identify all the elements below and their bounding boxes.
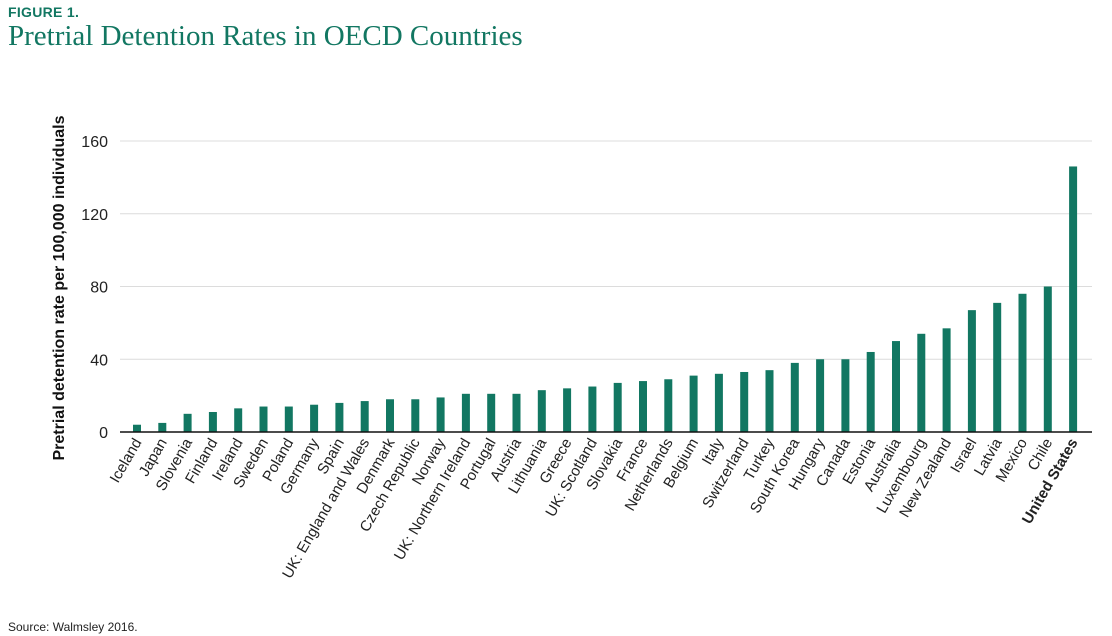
bar bbox=[841, 359, 850, 432]
y-tick-label: 0 bbox=[99, 425, 108, 442]
bar bbox=[942, 328, 951, 432]
bar bbox=[892, 341, 900, 432]
bar bbox=[765, 370, 774, 432]
bar bbox=[588, 386, 597, 432]
y-tick-label: 120 bbox=[81, 207, 108, 224]
bar bbox=[917, 333, 926, 432]
bar bbox=[689, 375, 698, 432]
bar bbox=[335, 402, 344, 432]
y-tick-label: 40 bbox=[90, 352, 108, 369]
y-axis-label: Pretrial detention rate per 100,000 indi… bbox=[51, 115, 68, 460]
bar bbox=[1069, 166, 1078, 432]
bar bbox=[183, 413, 192, 432]
bar bbox=[714, 373, 723, 432]
bar bbox=[664, 379, 673, 432]
bar bbox=[158, 422, 167, 432]
bar bbox=[816, 359, 825, 432]
bar bbox=[866, 351, 875, 432]
bar bbox=[208, 411, 217, 432]
bar bbox=[310, 404, 319, 432]
bar bbox=[613, 382, 622, 432]
bar bbox=[1018, 293, 1027, 432]
bar bbox=[563, 388, 572, 432]
bar bbox=[411, 399, 420, 432]
y-tick-label: 160 bbox=[81, 134, 108, 151]
y-tick-label: 80 bbox=[90, 280, 108, 297]
bar bbox=[487, 393, 496, 432]
bar bbox=[790, 362, 799, 432]
bar bbox=[461, 393, 470, 432]
bar bbox=[537, 390, 546, 432]
bar bbox=[967, 310, 976, 432]
bar bbox=[259, 406, 268, 432]
bar bbox=[360, 401, 369, 432]
bar bbox=[386, 399, 394, 432]
source-note: Source: Walmsley 2016. bbox=[8, 620, 138, 634]
bar bbox=[436, 397, 445, 432]
bar bbox=[133, 424, 141, 432]
x-tick-label: Iceland bbox=[107, 436, 146, 486]
bar bbox=[1043, 286, 1052, 432]
figure-label: FIGURE 1. bbox=[8, 4, 80, 20]
bar bbox=[740, 371, 749, 432]
bar bbox=[993, 302, 1002, 432]
bar bbox=[234, 408, 243, 432]
bar bbox=[512, 393, 521, 432]
bar bbox=[639, 381, 647, 432]
chart-title: Pretrial Detention Rates in OECD Countri… bbox=[8, 20, 523, 52]
bar bbox=[284, 406, 293, 432]
